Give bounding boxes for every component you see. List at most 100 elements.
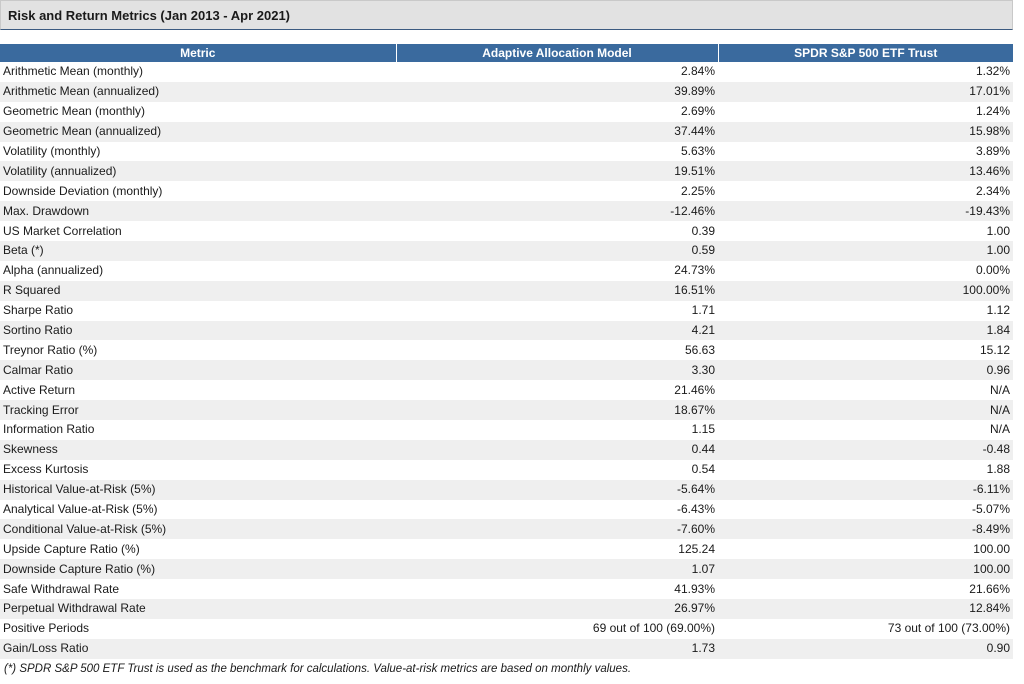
metric-name-cell: Skewness bbox=[0, 439, 396, 460]
metric-name-cell: Arithmetic Mean (annualized) bbox=[0, 81, 396, 102]
metric-name-cell: Gain/Loss Ratio bbox=[0, 638, 396, 659]
metric-name-cell: Geometric Mean (monthly) bbox=[0, 101, 396, 122]
spdr-value-cell: 100.00 bbox=[718, 559, 1013, 580]
metric-name-cell: R Squared bbox=[0, 280, 396, 301]
adaptive-allocation-value-cell: 21.46% bbox=[396, 380, 718, 401]
metric-name-cell: Safe Withdrawal Rate bbox=[0, 579, 396, 600]
spdr-value-cell: -0.48 bbox=[718, 439, 1013, 460]
table-header-row: Metric Adaptive Allocation Model SPDR S&… bbox=[0, 44, 1013, 62]
adaptive-allocation-value-cell: 39.89% bbox=[396, 81, 718, 102]
table-row: Upside Capture Ratio (%) 125.24 100.00 bbox=[0, 539, 1013, 560]
spdr-value-cell: 0.96 bbox=[718, 360, 1013, 381]
metric-name-cell: Volatility (monthly) bbox=[0, 141, 396, 162]
adaptive-allocation-value-cell: 0.39 bbox=[396, 221, 718, 242]
adaptive-allocation-value-cell: 16.51% bbox=[396, 280, 718, 301]
table-body: Arithmetic Mean (monthly) 2.84% 1.32% Arith… bbox=[0, 62, 1013, 659]
adaptive-allocation-value-cell: 3.30 bbox=[396, 360, 718, 381]
table-row: Beta (*) 0.59 1.00 bbox=[0, 241, 1013, 261]
adaptive-allocation-value-cell: 1.07 bbox=[396, 559, 718, 580]
spdr-value-cell: 15.98% bbox=[718, 121, 1013, 142]
adaptive-allocation-value-cell: -7.60% bbox=[396, 519, 718, 540]
adaptive-allocation-value-cell: 0.59 bbox=[396, 241, 718, 261]
spdr-value-cell: N/A bbox=[718, 420, 1013, 440]
spdr-value-cell: 1.12 bbox=[718, 300, 1013, 321]
adaptive-allocation-value-cell: 125.24 bbox=[396, 539, 718, 560]
table-row: Tracking Error 18.67% N/A bbox=[0, 400, 1013, 421]
table-row: Perpetual Withdrawal Rate 26.97% 12.84% bbox=[0, 599, 1013, 619]
spdr-value-cell: 1.88 bbox=[718, 459, 1013, 480]
table-row: R Squared 16.51% 100.00% bbox=[0, 280, 1013, 301]
spdr-value-cell: -8.49% bbox=[718, 519, 1013, 540]
table-row: Historical Value-at-Risk (5%) -5.64% -6.11… bbox=[0, 479, 1013, 500]
metric-name-cell: Tracking Error bbox=[0, 400, 396, 421]
spdr-value-cell: 15.12 bbox=[718, 340, 1013, 361]
spdr-value-cell: 1.00 bbox=[718, 221, 1013, 242]
adaptive-allocation-value-cell: 41.93% bbox=[396, 579, 718, 600]
metric-name-cell: Excess Kurtosis bbox=[0, 459, 396, 480]
table-row: Calmar Ratio 3.30 0.96 bbox=[0, 360, 1013, 381]
adaptive-allocation-value-cell: 4.21 bbox=[396, 320, 718, 341]
panel-header: Risk and Return Metrics (Jan 2013 - Apr … bbox=[0, 0, 1013, 30]
spdr-value-cell: 100.00% bbox=[718, 280, 1013, 301]
adaptive-allocation-value-cell: -5.64% bbox=[396, 479, 718, 500]
metric-name-cell: Positive Periods bbox=[0, 618, 396, 639]
adaptive-allocation-value-cell: 2.69% bbox=[396, 101, 718, 122]
adaptive-allocation-value-cell: -6.43% bbox=[396, 499, 718, 520]
metric-name-cell: Geometric Mean (annualized) bbox=[0, 121, 396, 142]
column-header-adaptive-allocation-model[interactable]: Adaptive Allocation Model bbox=[396, 44, 719, 62]
adaptive-allocation-value-cell: 2.84% bbox=[396, 62, 718, 82]
table-row: Safe Withdrawal Rate 41.93% 21.66% bbox=[0, 579, 1013, 600]
adaptive-allocation-value-cell: 37.44% bbox=[396, 121, 718, 142]
table-row: Gain/Loss Ratio 1.73 0.90 bbox=[0, 638, 1013, 659]
metric-name-cell: Volatility (annualized) bbox=[0, 161, 396, 182]
spdr-value-cell: N/A bbox=[718, 400, 1013, 421]
column-header-metric[interactable]: Metric bbox=[0, 44, 397, 62]
metric-name-cell: Information Ratio bbox=[0, 420, 396, 440]
metric-name-cell: Arithmetic Mean (monthly) bbox=[0, 62, 396, 82]
column-header-spdr-sp500-etf-trust[interactable]: SPDR S&P 500 ETF Trust bbox=[718, 44, 1013, 62]
metric-name-cell: Upside Capture Ratio (%) bbox=[0, 539, 396, 560]
spdr-value-cell: 0.90 bbox=[718, 638, 1013, 659]
metric-name-cell: Conditional Value-at-Risk (5%) bbox=[0, 519, 396, 540]
adaptive-allocation-value-cell: 18.67% bbox=[396, 400, 718, 421]
adaptive-allocation-value-cell: 5.63% bbox=[396, 141, 718, 162]
spdr-value-cell: 1.84 bbox=[718, 320, 1013, 341]
table-row: Alpha (annualized) 24.73% 0.00% bbox=[0, 260, 1013, 281]
adaptive-allocation-value-cell: 56.63 bbox=[396, 340, 718, 361]
adaptive-allocation-value-cell: 26.97% bbox=[396, 599, 718, 619]
metric-name-cell: Sharpe Ratio bbox=[0, 300, 396, 321]
table-row: Volatility (annualized) 19.51% 13.46% bbox=[0, 161, 1013, 182]
metric-name-cell: Perpetual Withdrawal Rate bbox=[0, 599, 396, 619]
table-row: Skewness 0.44 -0.48 bbox=[0, 439, 1013, 460]
table-row: Conditional Value-at-Risk (5%) -7.60% -8.4… bbox=[0, 519, 1013, 540]
metric-name-cell: Alpha (annualized) bbox=[0, 260, 396, 281]
table-row: US Market Correlation 0.39 1.00 bbox=[0, 221, 1013, 242]
adaptive-allocation-value-cell: 0.44 bbox=[396, 439, 718, 460]
table-row: Geometric Mean (monthly) 2.69% 1.24% bbox=[0, 101, 1013, 122]
panel-title: Risk and Return Metrics (Jan 2013 - Apr … bbox=[8, 8, 291, 23]
metric-name-cell: Active Return bbox=[0, 380, 396, 401]
spdr-value-cell: 1.24% bbox=[718, 101, 1013, 122]
spdr-value-cell: 3.89% bbox=[718, 141, 1013, 162]
metric-name-cell: Max. Drawdown bbox=[0, 201, 396, 222]
table-row: Analytical Value-at-Risk (5%) -6.43% -5.07… bbox=[0, 499, 1013, 520]
spdr-value-cell: 0.00% bbox=[718, 260, 1013, 281]
table-row: Sortino Ratio 4.21 1.84 bbox=[0, 320, 1013, 341]
adaptive-allocation-value-cell: -12.46% bbox=[396, 201, 718, 222]
table-row: Geometric Mean (annualized) 37.44% 15.98% bbox=[0, 121, 1013, 142]
adaptive-allocation-value-cell: 0.54 bbox=[396, 459, 718, 480]
metric-name-cell: Sortino Ratio bbox=[0, 320, 396, 341]
spdr-value-cell: 21.66% bbox=[718, 579, 1013, 600]
spdr-value-cell: 73 out of 100 (73.00%) bbox=[718, 618, 1013, 639]
table-row: Downside Capture Ratio (%) 1.07 100.00 bbox=[0, 559, 1013, 580]
metric-name-cell: Downside Deviation (monthly) bbox=[0, 181, 396, 202]
metric-name-cell: Calmar Ratio bbox=[0, 360, 396, 381]
spdr-value-cell: 1.32% bbox=[718, 62, 1013, 82]
risk-return-metrics-table: Metric Adaptive Allocation Model SPDR S&… bbox=[0, 44, 1013, 659]
table-row: Volatility (monthly) 5.63% 3.89% bbox=[0, 141, 1013, 162]
spdr-value-cell: -6.11% bbox=[718, 479, 1013, 500]
table-row: Sharpe Ratio 1.71 1.12 bbox=[0, 300, 1013, 321]
spdr-value-cell: 1.00 bbox=[718, 241, 1013, 261]
spdr-value-cell: -5.07% bbox=[718, 499, 1013, 520]
adaptive-allocation-value-cell: 1.15 bbox=[396, 420, 718, 440]
